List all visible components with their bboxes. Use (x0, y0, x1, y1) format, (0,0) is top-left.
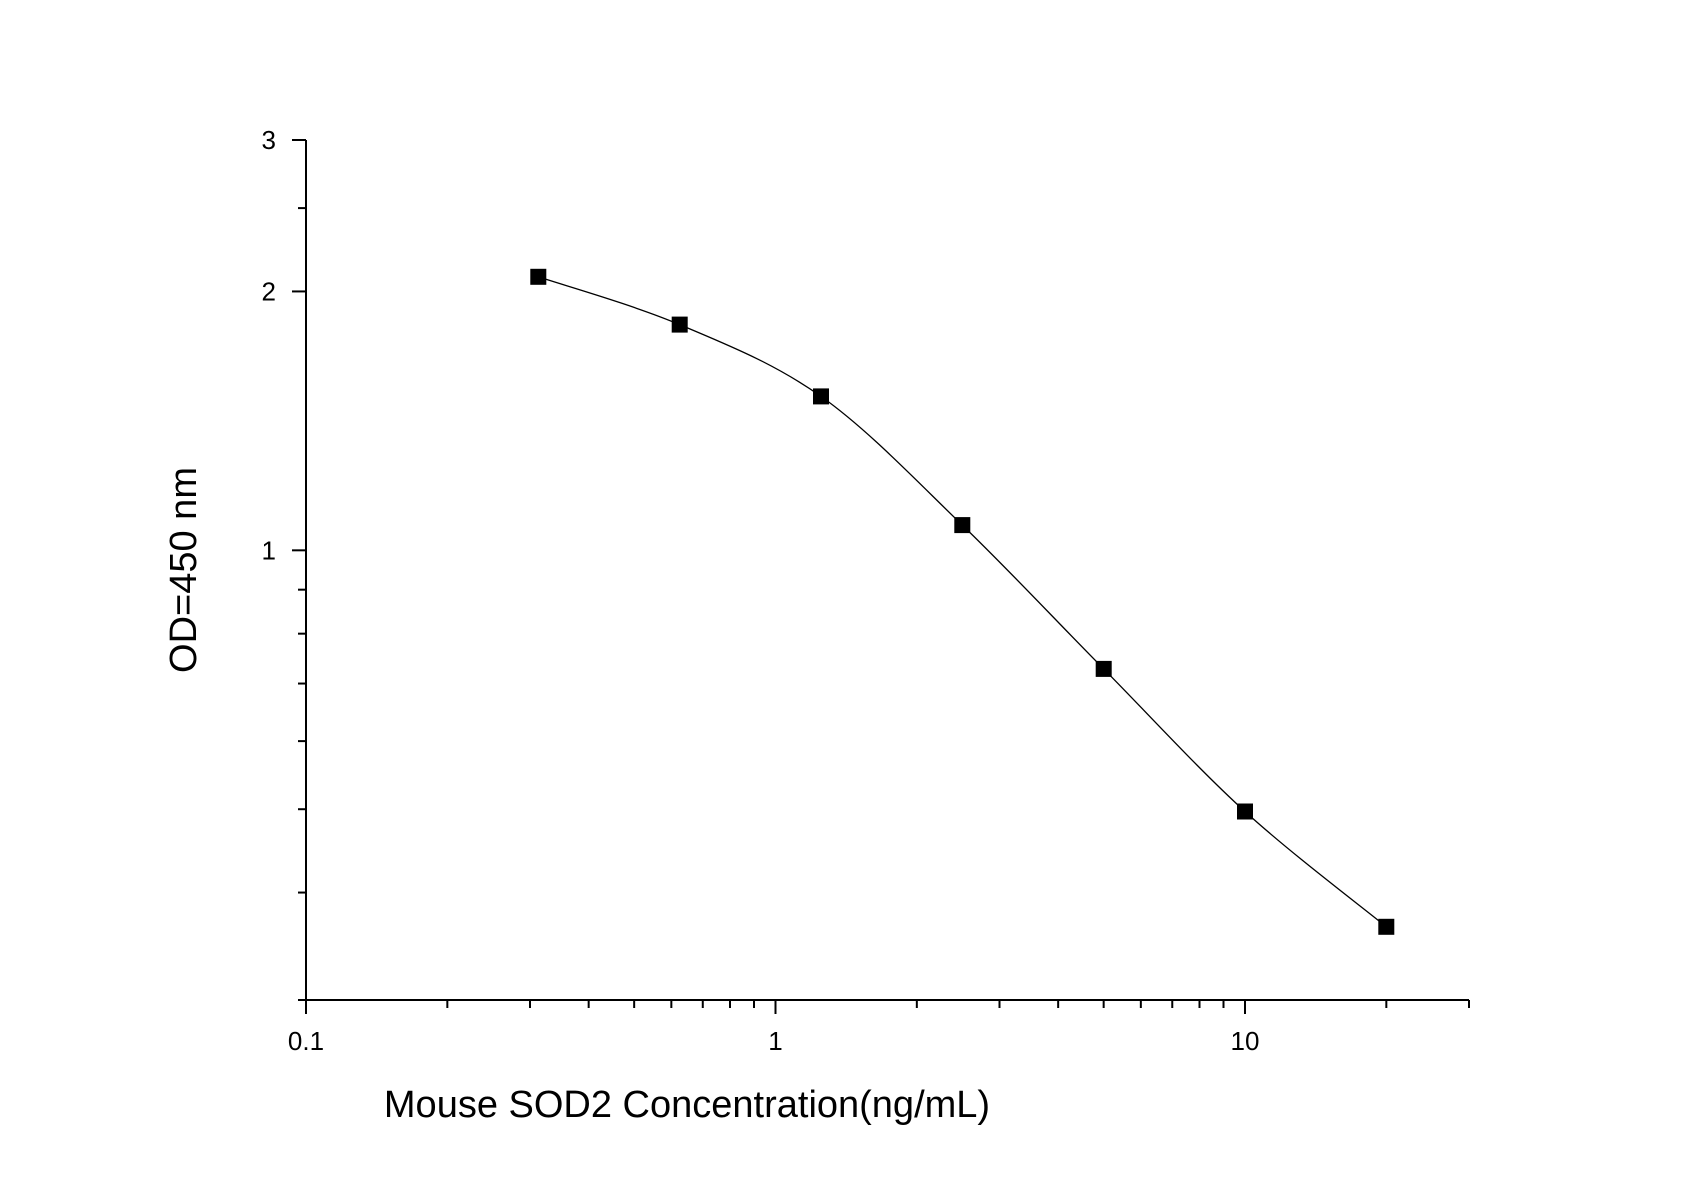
series (530, 268, 1395, 935)
data-point (1095, 660, 1112, 677)
x-axis-ticks: 0.1 1 10 (288, 1000, 1470, 1056)
x-tick-label: 1 (768, 1026, 782, 1056)
x-tick-label: 0.1 (288, 1026, 324, 1056)
y-tick-label: 3 (262, 125, 276, 155)
x-axis-title: Mouse SOD2 Concentration(ng/mL) (384, 1084, 990, 1126)
data-point (530, 268, 547, 285)
y-tick-label: 2 (262, 276, 276, 306)
y-axis-title: OD=450 nm (163, 467, 205, 673)
data-point (1378, 918, 1395, 935)
x-tick-label: 10 (1231, 1026, 1260, 1056)
y-axis-ticks: 1 2 3 (262, 125, 306, 1001)
series-line (538, 276, 1387, 928)
data-point (954, 517, 971, 534)
data-point (1237, 803, 1253, 820)
data-point (671, 316, 688, 333)
y-tick-label: 1 (262, 535, 276, 565)
axes (305, 140, 1469, 1001)
data-point (813, 388, 829, 405)
